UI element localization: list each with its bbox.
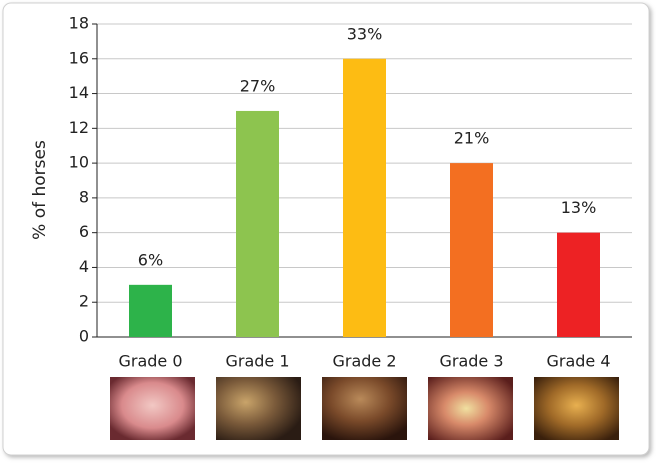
endoscopy-images (110, 377, 619, 440)
y-tick-label: 16 (69, 48, 89, 67)
y-axis-label: % of horses (30, 140, 50, 240)
frame (2, 2, 650, 456)
x-tick-label: Grade 4 (546, 352, 610, 371)
image (428, 377, 513, 440)
image (534, 377, 619, 440)
bar (450, 163, 493, 337)
image (216, 377, 301, 440)
y-tick-label: 0 (79, 327, 89, 346)
image (110, 377, 195, 440)
data-label: 21% (454, 129, 490, 148)
y-tick-label: 2 (79, 292, 89, 311)
bar (557, 232, 600, 337)
x-tick-label: Grade 0 (118, 352, 182, 371)
y-tick-label: 6 (79, 222, 89, 241)
y-tick-label: 10 (69, 153, 89, 172)
data-label: 6% (138, 250, 163, 269)
image (322, 377, 407, 440)
y-tick-label: 12 (69, 118, 89, 137)
y-tick-label: 4 (79, 257, 89, 276)
y-tick-label: 14 (69, 83, 89, 102)
x-tick-label: Grade 3 (439, 352, 503, 371)
bar (236, 110, 279, 337)
y-tick-label: 8 (79, 187, 89, 206)
y-tick-label: 18 (69, 14, 89, 33)
data-label: 33% (347, 24, 383, 43)
x-tick-label: Grade 1 (225, 352, 289, 371)
data-label: 27% (240, 76, 276, 95)
data-label: 13% (561, 198, 597, 217)
bar (129, 284, 172, 337)
bar (343, 58, 386, 338)
x-tick-label: Grade 2 (332, 352, 396, 371)
